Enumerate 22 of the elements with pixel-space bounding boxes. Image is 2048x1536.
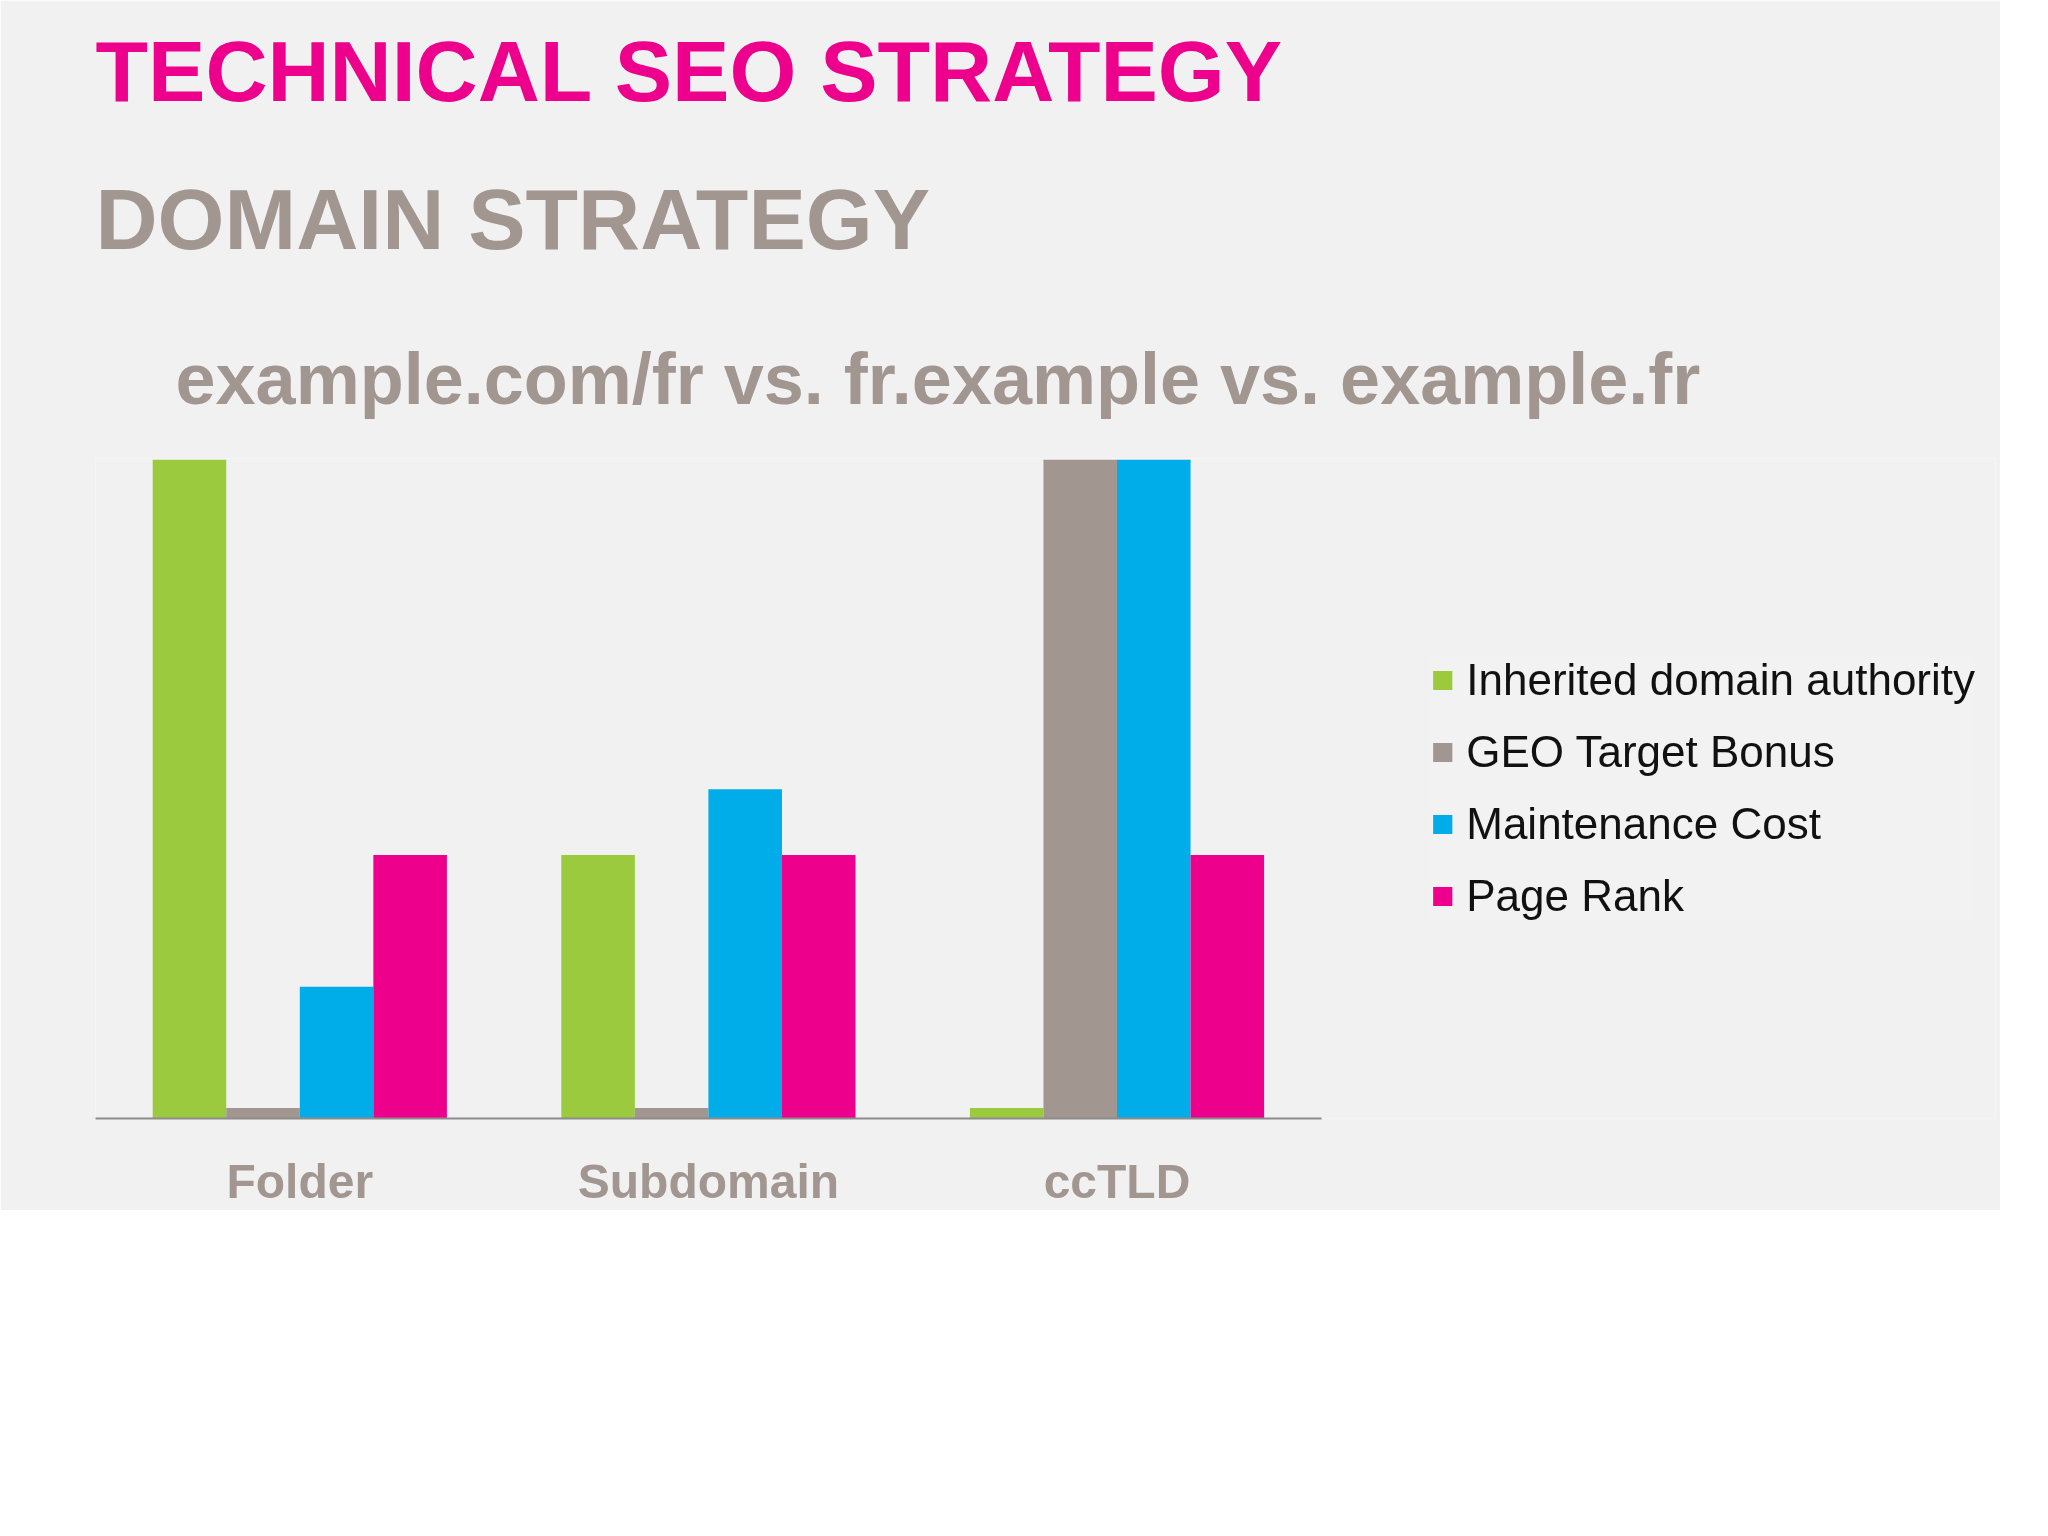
chart-subtitle: DOMAIN STRATEGY <box>95 170 931 267</box>
bar <box>152 459 227 1119</box>
bar <box>969 1107 1044 1119</box>
x-tick-label: Folder <box>226 1154 374 1208</box>
bar <box>1117 459 1191 1119</box>
bar <box>1043 459 1118 1119</box>
bar <box>708 789 782 1119</box>
x-tick-label: ccTLD <box>1043 1154 1191 1208</box>
legend-label: GEO Target Bonus <box>1466 727 1835 777</box>
bar <box>299 986 374 1119</box>
x-tick-label: Subdomain <box>577 1154 840 1208</box>
bar <box>781 855 856 1119</box>
bar <box>634 1107 709 1119</box>
bar <box>226 1107 300 1119</box>
text: example.com/fr vs. fr.example vs. example.fr <box>175 338 1701 419</box>
chart-title: TECHNICAL SEO STRATEGY <box>95 22 1283 119</box>
bar <box>1190 855 1265 1119</box>
bar <box>561 855 635 1119</box>
legend-label: Inherited domain authority <box>1466 655 1975 705</box>
legend-label: Maintenance Cost <box>1466 799 1821 849</box>
bar <box>373 855 447 1119</box>
legend-label: Page Rank <box>1466 871 1684 921</box>
